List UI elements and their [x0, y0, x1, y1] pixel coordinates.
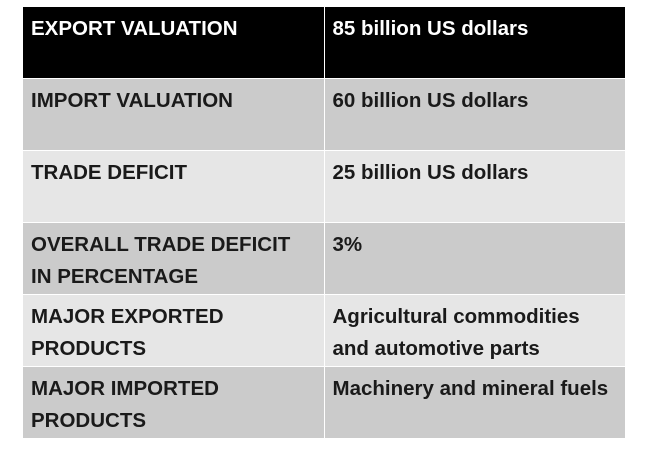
table-row-major-exported-products: MAJOR EXPORTED PRODUCTS Agricultural com… — [23, 293, 625, 366]
major-imported-products-label: MAJOR IMPORTED PRODUCTS — [23, 365, 325, 438]
trade-summary-table: EXPORT VALUATION 85 billion US dollars I… — [23, 7, 625, 438]
major-exported-products-value: Agricultural commodities and automotive … — [324, 293, 625, 366]
table-row-import-valuation: IMPORT VALUATION 60 billion US dollars — [23, 77, 625, 150]
import-valuation-value: 60 billion US dollars — [324, 77, 625, 150]
table-row-major-imported-products: MAJOR IMPORTED PRODUCTS Machinery and mi… — [23, 365, 625, 438]
export-valuation-value: 85 billion US dollars — [324, 7, 625, 78]
import-valuation-label: IMPORT VALUATION — [23, 77, 325, 150]
export-valuation-label: EXPORT VALUATION — [23, 7, 325, 78]
table-row-trade-deficit: TRADE DEFICIT 25 billion US dollars — [23, 149, 625, 222]
trade-deficit-value: 25 billion US dollars — [324, 149, 625, 222]
major-exported-products-label: MAJOR EXPORTED PRODUCTS — [23, 293, 325, 366]
table-row-overall-trade-deficit: OVERALL TRADE DEFICIT IN PERCENTAGE 3% — [23, 221, 625, 294]
major-imported-products-value: Machinery and mineral fuels — [324, 365, 625, 438]
trade-deficit-label: TRADE DEFICIT — [23, 149, 325, 222]
overall-trade-deficit-value: 3% — [324, 221, 625, 294]
table-header-row: EXPORT VALUATION 85 billion US dollars — [23, 7, 625, 78]
overall-trade-deficit-label: OVERALL TRADE DEFICIT IN PERCENTAGE — [23, 221, 325, 294]
